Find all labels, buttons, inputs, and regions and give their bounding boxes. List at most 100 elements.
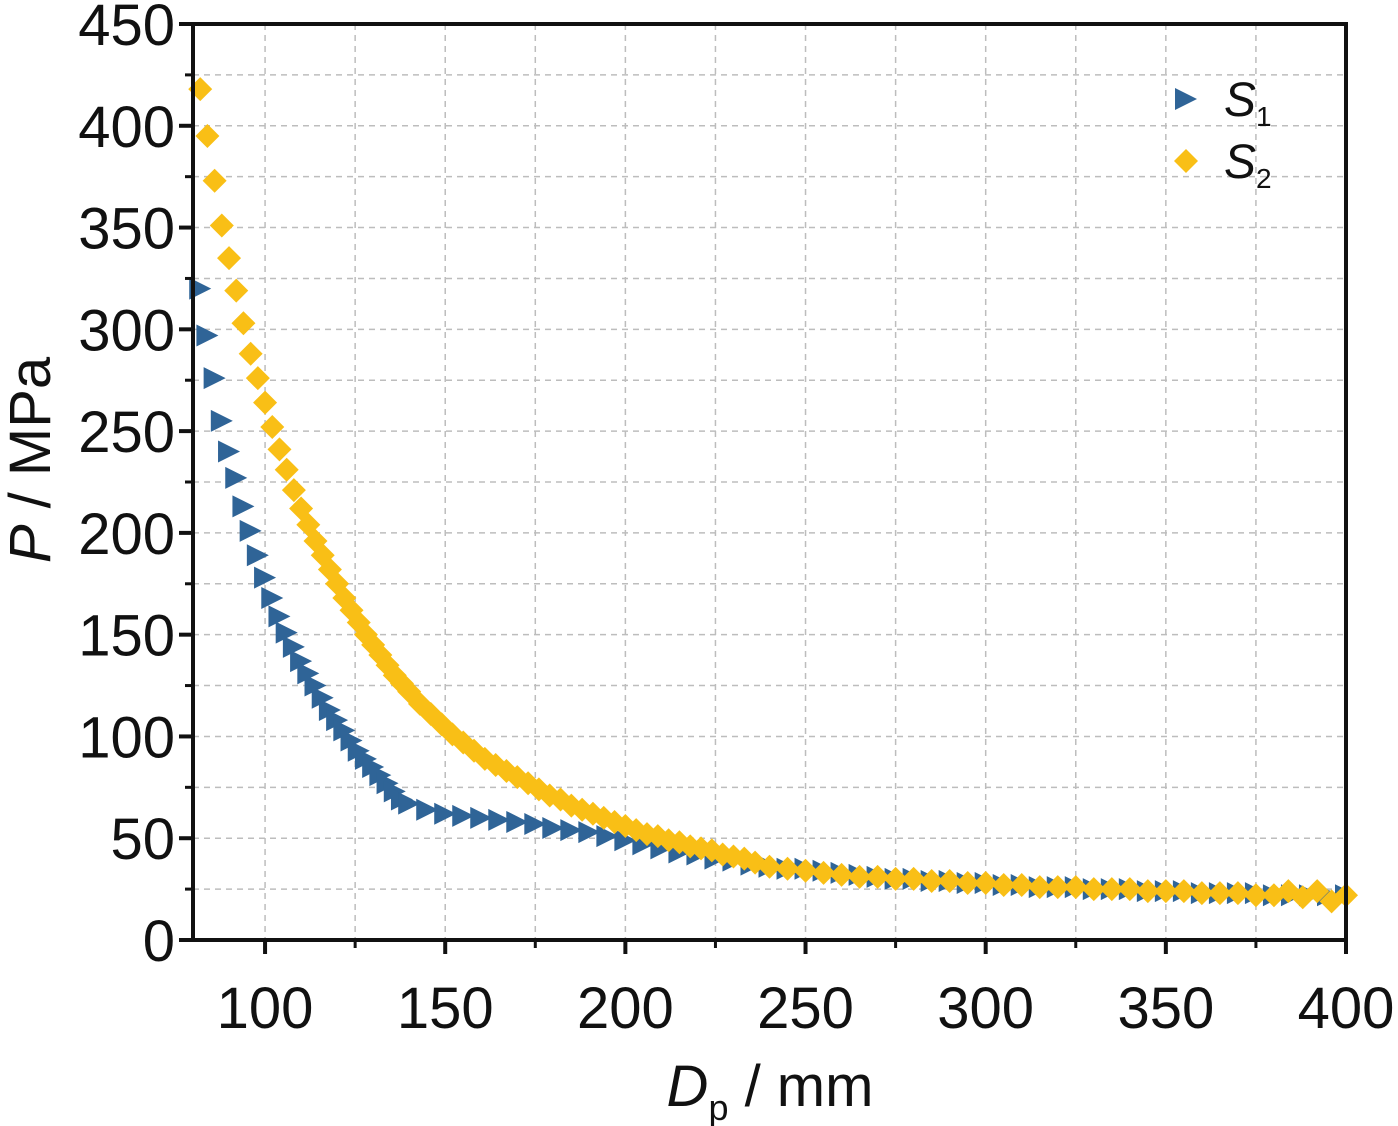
tick-layer: 100 150 200 250 300 350 400 0 50 100 150 200 250 300 3… xyxy=(78,0,1394,1041)
series-s2-point xyxy=(253,390,278,415)
x-tick-label: 250 xyxy=(757,976,854,1041)
series-s1-point xyxy=(398,792,421,815)
series-s2-point xyxy=(245,366,270,391)
series-s1-point xyxy=(246,544,269,567)
series-s1-point xyxy=(318,698,341,721)
series-s2-point xyxy=(1153,879,1178,904)
series-s2-point xyxy=(274,457,299,482)
legend-marker-s2 xyxy=(1174,149,1198,173)
x-tick-label: 300 xyxy=(937,976,1034,1041)
y-tick-label: 300 xyxy=(78,298,175,363)
series-s2-point xyxy=(919,868,944,893)
series-s2-point xyxy=(829,862,854,887)
series-s1-point xyxy=(452,804,475,827)
series-s2-point xyxy=(901,866,926,891)
y-tick-label: 200 xyxy=(78,502,175,567)
series-s1-point xyxy=(488,808,511,831)
x-axis-title: Dp / mm xyxy=(667,1054,874,1126)
series-s2-point xyxy=(775,856,800,881)
series-s2-point xyxy=(195,123,220,148)
series-s2-point xyxy=(1117,877,1142,902)
series-s2-point xyxy=(955,871,980,896)
legend-label-s1: S1 xyxy=(1224,74,1272,132)
series-s1-point xyxy=(275,621,298,644)
y-tick-label: 50 xyxy=(110,807,175,872)
series-s2-point xyxy=(937,868,962,893)
y-tick-label: 0 xyxy=(143,909,175,974)
series-s1-point xyxy=(239,519,262,542)
series-s1-point xyxy=(261,587,284,610)
x-tick-label: 350 xyxy=(1117,976,1214,1041)
series-s2-point xyxy=(260,415,285,440)
series-s2-point xyxy=(1135,879,1160,904)
series-s2-point xyxy=(1243,883,1268,908)
x-tick-label: 150 xyxy=(397,976,494,1041)
y-tick-label: 400 xyxy=(78,95,175,160)
series-s1-point xyxy=(290,650,313,673)
series-s1-point xyxy=(560,819,583,842)
series-s2-point xyxy=(1207,881,1232,906)
series-s2-point xyxy=(1045,875,1070,900)
series-s1-point xyxy=(542,817,565,840)
series-s1 xyxy=(189,277,1357,907)
x-tick-label: 100 xyxy=(217,976,314,1041)
series-s2-point xyxy=(1081,877,1106,902)
series-s1-point xyxy=(311,686,334,709)
y-tick-label: 250 xyxy=(78,400,175,465)
y-tick-label: 150 xyxy=(78,604,175,669)
series-s1-point xyxy=(596,825,619,848)
x-tick-label: 200 xyxy=(577,976,674,1041)
x-axis-title-unit: / mm xyxy=(728,1054,873,1119)
series-s1-point xyxy=(203,367,226,390)
series-s1-point xyxy=(268,605,291,628)
series-s2-point xyxy=(209,213,234,238)
series-s2-point xyxy=(883,866,908,891)
x-tick-label: 400 xyxy=(1298,976,1395,1041)
x-axis-title-subscript: p xyxy=(708,1087,728,1126)
series-s2-point xyxy=(1225,881,1250,906)
series-s2-point xyxy=(1189,881,1214,906)
series-s2-point xyxy=(865,864,890,889)
y-tick-label: 450 xyxy=(78,0,175,58)
legend-item-s1: S1 xyxy=(1175,74,1272,132)
series-s1-point xyxy=(333,719,356,742)
series-s2-point xyxy=(1063,875,1088,900)
y-axis-title-unit: / MPa xyxy=(0,356,63,524)
series-s2-point xyxy=(217,246,242,271)
series-s1-point xyxy=(225,466,248,489)
y-axis-title: P / MPa xyxy=(0,356,63,563)
series-s1-point xyxy=(254,566,277,589)
y-axis-title-main: P xyxy=(0,524,63,563)
series-s1-point xyxy=(326,709,349,732)
series-s2-point xyxy=(973,871,998,896)
series-s1-point xyxy=(578,821,601,844)
series-s2-point xyxy=(757,854,782,879)
series-s2-point xyxy=(267,437,292,462)
series-s1-point xyxy=(340,729,363,752)
series-s2-point xyxy=(281,478,306,503)
series-s2-point xyxy=(793,858,818,883)
series-s1-point xyxy=(297,662,320,685)
series-s1-point xyxy=(210,409,233,432)
series-s2-point xyxy=(811,860,836,885)
x-axis-title-main: D xyxy=(667,1054,709,1119)
y-tick-label: 100 xyxy=(78,705,175,770)
series-s1-point xyxy=(304,674,327,697)
series-layer xyxy=(188,77,1358,914)
series-s2-point xyxy=(847,864,872,889)
series-s1-point xyxy=(218,440,241,463)
grid-layer xyxy=(193,24,1346,940)
series-s1-point xyxy=(232,495,255,518)
series-s2-point xyxy=(1099,877,1124,902)
series-s2-point xyxy=(1009,873,1034,898)
legend-item-s2: S2 xyxy=(1174,136,1272,194)
series-s1-point xyxy=(196,324,219,347)
series-s2-point xyxy=(224,278,249,303)
series-s2-point xyxy=(202,168,227,193)
series-s1-point xyxy=(416,798,439,821)
series-s2-point xyxy=(1305,879,1330,904)
series-s2-point xyxy=(231,311,256,336)
series-s1-point xyxy=(282,635,305,658)
